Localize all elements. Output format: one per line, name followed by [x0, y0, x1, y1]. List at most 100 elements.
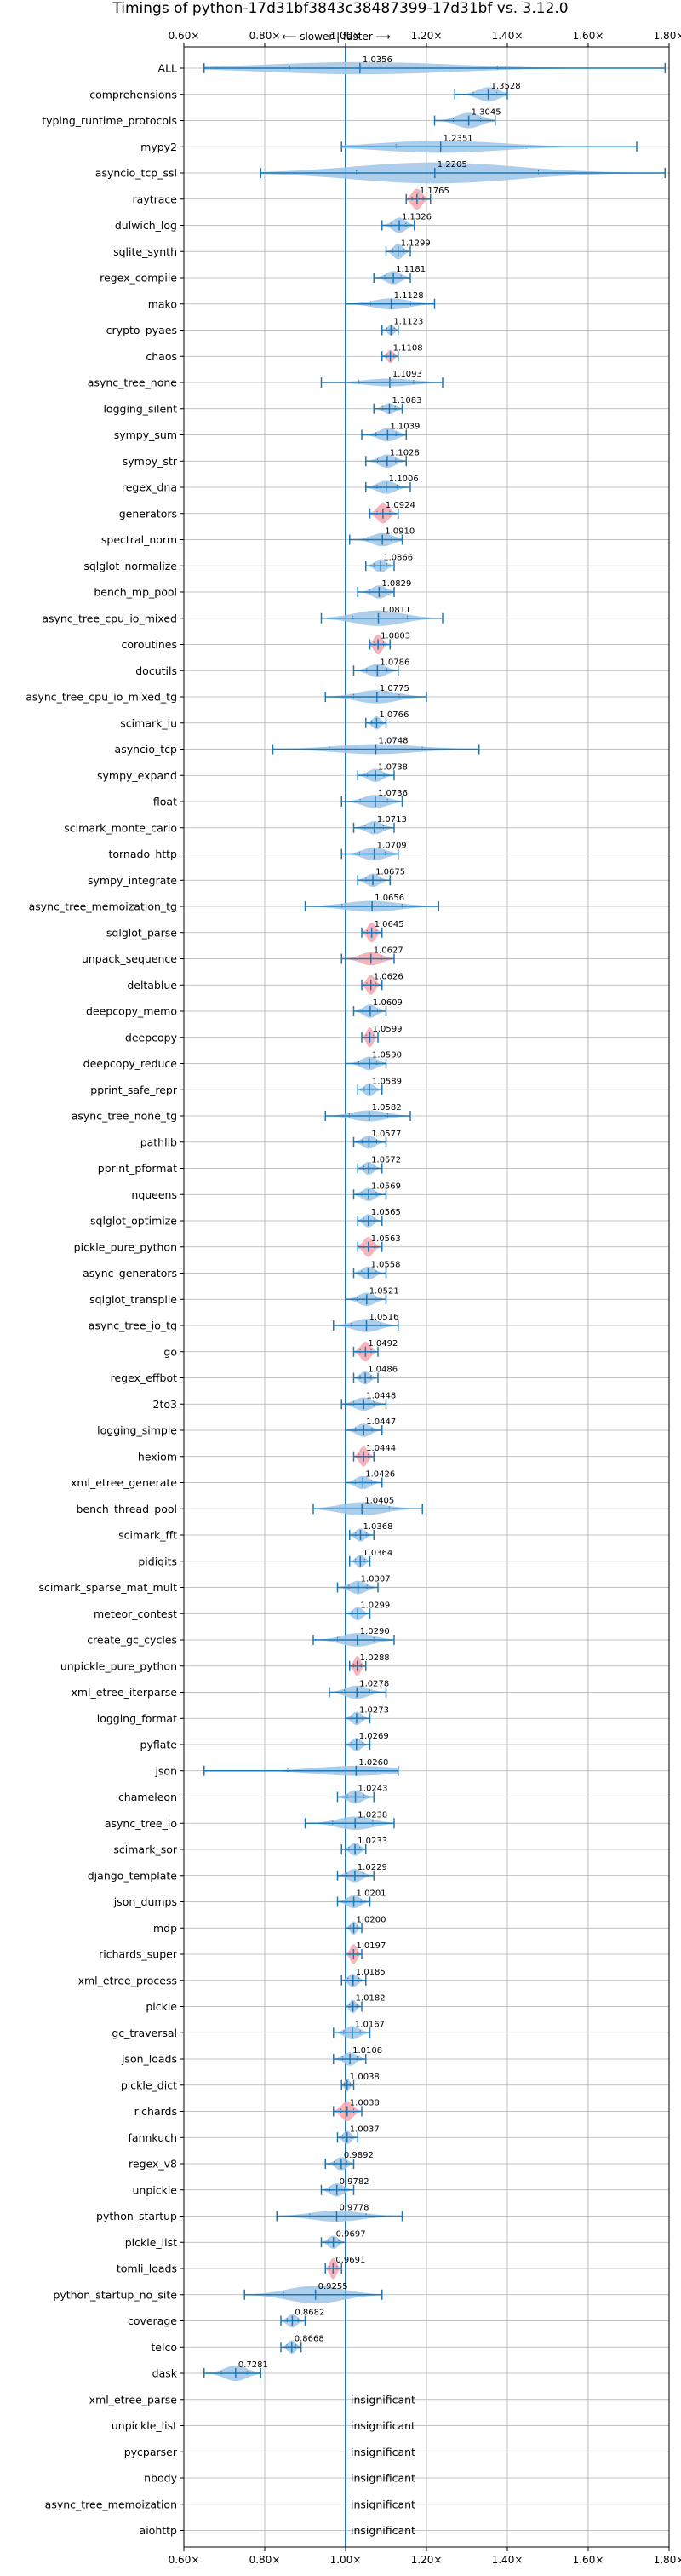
violin-sqlite_synth: 1.1299	[385, 239, 431, 260]
violin-value-label: 0.9255	[318, 2282, 348, 2291]
violin-value-label: 1.0273	[359, 1705, 389, 1715]
violin-scimark_lu: 1.0766	[365, 710, 409, 730]
violin-value-label: 1.1006	[389, 474, 419, 484]
x-tick-label-top: 1.80×	[654, 30, 681, 42]
benchmark-name-label: richards_super	[99, 1948, 178, 1961]
benchmark-name-label: spectral_norm	[101, 533, 177, 546]
insignificant-label: insignificant	[351, 2393, 415, 2406]
benchmark-name-label: sympy_expand	[97, 769, 177, 782]
violin-value-label: 1.1028	[390, 448, 420, 457]
violin-2to3: 1.0448	[340, 1391, 396, 1412]
violin-value-label: 1.1181	[396, 265, 426, 274]
violin-value-label: 1.0448	[366, 1391, 396, 1400]
violin-value-label: 1.0364	[363, 1549, 392, 1558]
violin-sympy_str: 1.1028	[365, 448, 420, 469]
x-tick-label-top: 1.60×	[573, 30, 604, 42]
violin-sqlglot_transpile: 1.0521	[345, 1286, 399, 1307]
violin-value-label: 1.0260	[358, 1758, 388, 1768]
direction-label: ⟵ slower | faster ⟶	[282, 31, 391, 43]
benchmark-name-label: xml_etree_iterparse	[71, 1686, 177, 1699]
benchmark-name-label: regex_effbot	[111, 1371, 177, 1384]
benchmark-name-label: logging_format	[97, 1712, 177, 1725]
benchmark-name-label: sqlglot_optimize	[90, 1215, 177, 1228]
violin-sqlglot_normalize: 1.0866	[365, 553, 413, 573]
benchmark-name-label: xml_etree_generate	[71, 1476, 177, 1489]
violin-async_tree_memoization_tg: 1.0656	[304, 894, 439, 912]
violin-mako: 1.1128	[345, 291, 436, 310]
benchmark-name-label: dulwich_log	[115, 219, 177, 232]
violin-deepcopy_memo: 1.0609	[352, 998, 403, 1018]
violin-regex_compile: 1.1181	[373, 265, 426, 285]
violin-value-label: 1.0590	[372, 1051, 402, 1061]
violin-value-label: 0.8668	[295, 2334, 324, 2343]
violin-value-label: 1.0738	[378, 762, 408, 772]
violin-json: 1.0260	[203, 1758, 399, 1776]
violin-value-label: 1.2205	[438, 160, 467, 170]
violin-value-label: 1.1083	[392, 396, 421, 405]
violin-sympy_integrate: 1.0675	[357, 867, 405, 888]
violin-typing_runtime_protocols: 1.3045	[433, 108, 501, 129]
violin-value-label: 1.0803	[381, 632, 410, 641]
benchmark-name-label: sqlite_synth	[113, 245, 177, 258]
violin-pickle_list: 0.9697	[320, 2229, 366, 2250]
violin-json_dumps: 1.0201	[336, 1889, 386, 1909]
violin-dask: 0.7281	[203, 2360, 268, 2382]
benchmark-name-label: json_dumps	[113, 1895, 177, 1908]
violin-regex_v8: 0.9892	[324, 2151, 374, 2171]
violin-value-label: 1.0299	[360, 1601, 390, 1610]
violin-value-label: 0.9892	[344, 2151, 374, 2160]
violin-value-label: 0.9782	[340, 2177, 369, 2187]
violin-xml_etree_generate: 1.0426	[345, 1470, 395, 1490]
benchmark-name-label: async_tree_io_tg	[89, 1320, 177, 1332]
violin-async_tree_cpu_io_mixed: 1.0811	[320, 606, 444, 626]
violin-logging_simple: 1.0447	[345, 1417, 396, 1437]
benchmark-name-label: python_startup_no_site	[53, 2288, 177, 2301]
violin-pickle_pure_python: 1.0563	[357, 1234, 401, 1257]
violin-pprint_pformat: 1.0572	[357, 1156, 401, 1176]
benchmark-name-label: async_tree_none_tg	[72, 1110, 177, 1123]
benchmark-name-label: json_loads	[121, 2053, 177, 2066]
benchmark-name-label: comprehensions	[89, 88, 177, 101]
benchmark-name-label: scimark_sor	[113, 1843, 177, 1856]
violin-richards_super: 1.0197	[345, 1941, 386, 1964]
benchmark-name-label: deltablue	[127, 979, 177, 992]
benchmark-name-label: nqueens	[131, 1188, 177, 1201]
violin-value-label: 1.0709	[377, 842, 407, 851]
violin-value-label: 1.0748	[379, 737, 409, 746]
violin-value-label: 1.0811	[381, 606, 411, 615]
benchmark-name-label: unpickle_list	[112, 2419, 177, 2432]
violin-pickle: 1.0182	[345, 1994, 386, 2014]
violin-value-label: 1.2351	[444, 134, 473, 143]
violin-value-label: 1.1326	[402, 213, 432, 222]
violin-unpickle: 0.9782	[320, 2177, 369, 2197]
violin-python_startup: 0.9778	[276, 2204, 403, 2222]
benchmark-name-label: deepcopy_memo	[86, 1005, 177, 1018]
benchmark-name-label: json	[154, 1764, 177, 1777]
benchmark-name-label: pidigits	[138, 1555, 177, 1567]
insignificant-label: insignificant	[351, 2524, 415, 2537]
violin-value-label: 1.0599	[372, 1025, 402, 1034]
violin-chaos: 1.1108	[381, 343, 423, 364]
benchmark-name-label: sympy_sum	[114, 428, 177, 441]
violin-bench_mp_pool: 1.0829	[357, 579, 411, 599]
violin-async_generators: 1.0558	[352, 1261, 401, 1280]
benchmark-name-label: unpickle_pure_python	[60, 1659, 177, 1672]
x-tick-label-bottom: 1.80×	[654, 2554, 681, 2566]
violin-unpickle_pure_python: 1.0288	[349, 1653, 390, 1676]
violin-value-label: 1.1093	[392, 370, 422, 379]
violin-docutils: 1.0786	[352, 658, 409, 678]
violin-value-label: 1.0521	[369, 1286, 399, 1296]
benchmark-name-label: nbody	[144, 2472, 177, 2485]
benchmark-name-label: asyncio_tcp_ssl	[95, 167, 177, 180]
violin-deltablue: 1.0626	[361, 972, 403, 995]
x-tick-label-bottom: 1.40×	[492, 2554, 524, 2566]
violin-value-label: 1.0229	[358, 1863, 387, 1872]
benchmark-name-label: bench_mp_pool	[94, 586, 177, 599]
violin-value-label: 1.0269	[359, 1732, 389, 1741]
benchmark-name-label: create_gc_cycles	[87, 1634, 177, 1647]
violin-async_tree_io_tg: 1.0516	[333, 1313, 399, 1332]
benchmark-name-label: go	[163, 1345, 177, 1358]
insignificant-label: insignificant	[351, 2498, 415, 2510]
benchmark-name-label: regex_v8	[129, 2158, 177, 2171]
violin-value-label: 0.8682	[295, 2309, 324, 2318]
